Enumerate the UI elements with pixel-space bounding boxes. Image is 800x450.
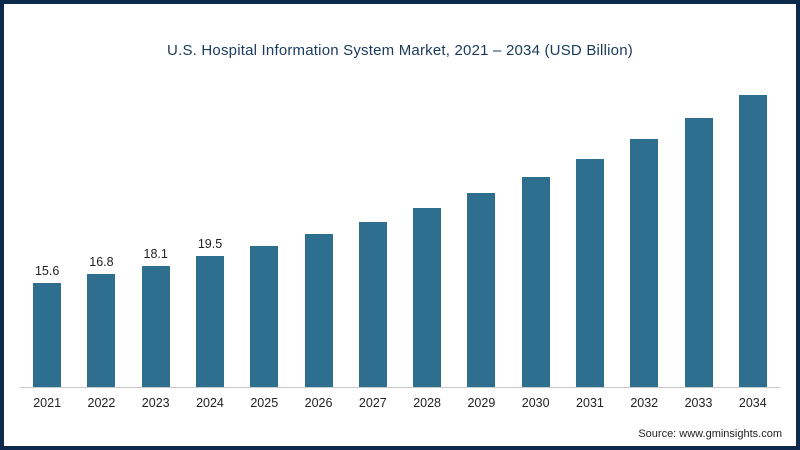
x-axis-label-2026: 2026	[304, 396, 333, 410]
bar-2027	[358, 222, 387, 387]
bar-2030	[521, 177, 550, 387]
bar-column	[346, 222, 400, 387]
x-axis-label-2022: 2022	[87, 396, 116, 410]
bar-column	[291, 234, 345, 387]
bar-column: 16.8	[74, 255, 128, 387]
bar-2026	[304, 234, 333, 387]
source-text: Source: www.gminsights.com	[638, 428, 782, 440]
bar-2023	[141, 266, 170, 387]
bar-column	[454, 193, 508, 387]
bar-column: 19.5	[183, 237, 237, 387]
bar-2034	[738, 95, 767, 387]
x-axis-labels: 2021 2022 2023 2024 2025 2026 2027 2028 2029 2030…	[20, 388, 780, 410]
bar-2031	[575, 159, 604, 387]
x-axis-label-2029: 2029	[467, 396, 496, 410]
bar-2028	[413, 208, 442, 387]
chart-title: U.S. Hospital Information System Market,…	[167, 42, 633, 59]
x-axis-label-2021: 2021	[33, 396, 62, 410]
bar-column	[400, 208, 454, 387]
x-axis-label-2030: 2030	[521, 396, 550, 410]
bar-column	[671, 118, 725, 387]
x-axis-label-2033: 2033	[684, 396, 713, 410]
bar-column	[237, 246, 291, 387]
bar-column	[617, 139, 671, 387]
bar-2033	[684, 118, 713, 387]
x-axis-label-2024: 2024	[196, 396, 224, 410]
bar-2024	[195, 256, 224, 387]
bar-column: 18.1	[129, 247, 183, 387]
bar-2032	[630, 139, 659, 387]
bar-column	[563, 159, 617, 387]
bar-2021	[33, 283, 62, 387]
x-axis-label-2031: 2031	[576, 396, 604, 410]
bar-chart: 15.6 16.8 18.1 19.5 2021 2022 2023 2024 2025 202…	[20, 82, 780, 410]
x-axis-label-2028: 2028	[413, 396, 442, 410]
bars-area: 15.6 16.8 18.1 19.5	[20, 82, 780, 388]
x-axis-label-2023: 2023	[141, 396, 170, 410]
bar-value-label: 16.8	[89, 255, 114, 269]
bar-value-label: 19.5	[197, 237, 223, 251]
bar-column: 15.6	[20, 264, 74, 387]
bar-value-label: 18.1	[143, 247, 168, 261]
bar-2025	[250, 246, 279, 387]
bar-column	[726, 95, 780, 387]
bar-value-label: 15.6	[34, 264, 60, 278]
x-axis-label-2032: 2032	[630, 396, 659, 410]
bar-2022	[87, 274, 116, 387]
x-axis-label-2025: 2025	[250, 396, 279, 410]
bar-column	[509, 177, 563, 387]
x-axis-label-2034: 2034	[738, 396, 767, 410]
x-axis-label-2027: 2027	[358, 396, 387, 410]
bar-2029	[467, 193, 496, 387]
